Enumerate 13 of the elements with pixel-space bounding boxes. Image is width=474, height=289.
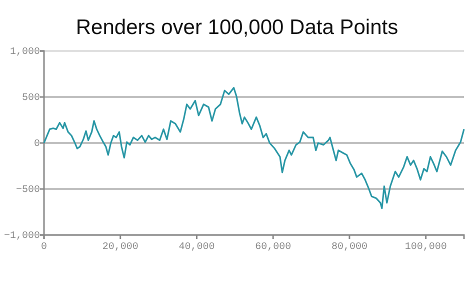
x-tick-label: 80,000: [331, 242, 368, 254]
y-tick-label: 500: [22, 93, 40, 104]
x-tick-label: 20,000: [102, 242, 138, 254]
y-tick-label: 1,000: [10, 47, 40, 58]
chart-title: Renders over 100,000 Data Points: [76, 16, 398, 39]
line-series: [43, 87, 465, 210]
y-tick-label: −500: [16, 185, 40, 196]
x-tick-label: 60,000: [255, 242, 292, 254]
x-tick-label: 40,000: [178, 242, 215, 254]
x-tick-label: 0: [40, 242, 48, 254]
y-tick-label: −1,000: [4, 231, 40, 242]
x-tick-label: 100,000: [404, 242, 447, 254]
y-tick-label: 0: [34, 139, 40, 150]
